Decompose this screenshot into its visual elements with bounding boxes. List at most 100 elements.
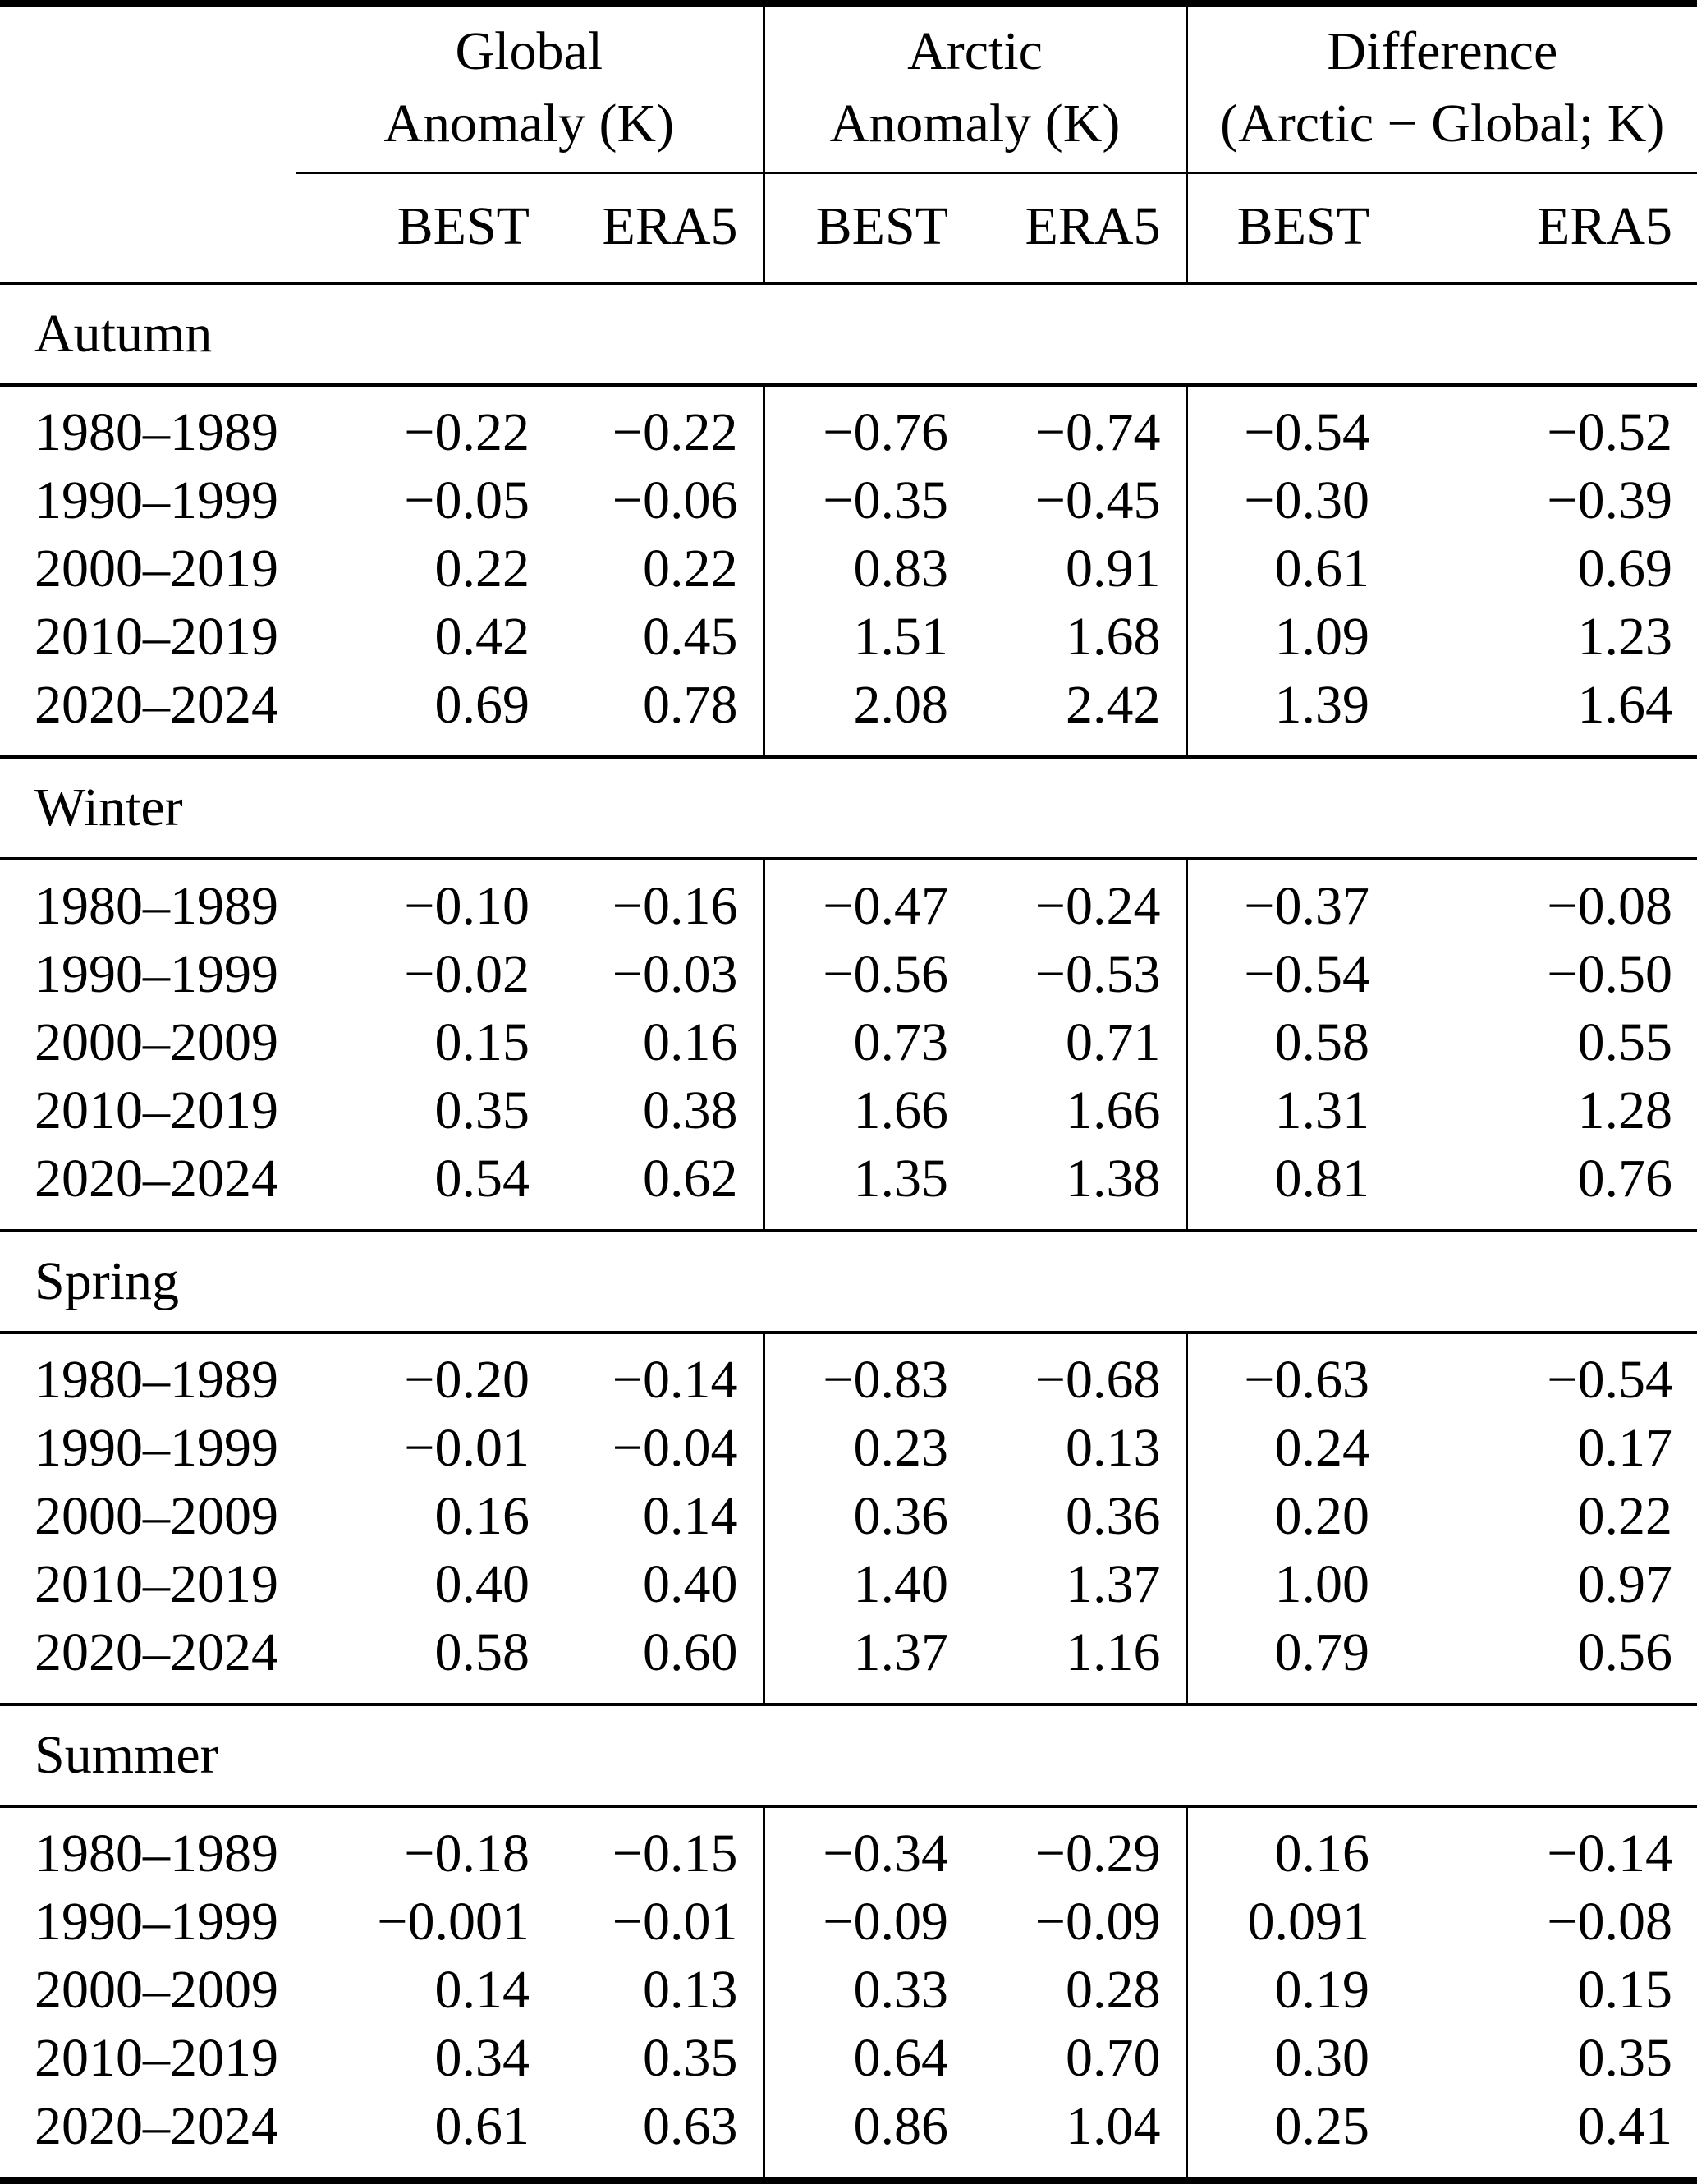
section-label-row: Spring	[0, 1229, 1697, 1334]
value-cell: −0.54	[1185, 940, 1395, 1008]
table-row: 1990–1999 −0.05 −0.06 −0.35 −0.45 −0.30 −0.39	[0, 466, 1697, 535]
value-cell: −0.47	[762, 859, 974, 940]
section-autumn: Autumn 1980–1989 −0.22 −0.22 −0.76 −0.74 −0.54…	[0, 282, 1697, 757]
group-header-arctic-line1: Arctic	[907, 21, 1043, 81]
table-row: 2000–2009 0.16 0.14 0.36 0.36 0.20 0.22	[0, 1482, 1697, 1550]
table-row: 2020–2024 0.58 0.60 1.37 1.16 0.79 0.56	[0, 1618, 1697, 1705]
table-row: 2020–2024 0.54 0.62 1.35 1.38 0.81 0.76	[0, 1145, 1697, 1231]
value-cell: 0.35	[643, 2028, 738, 2088]
value-cell: −0.30	[1185, 466, 1395, 535]
value-cell: 0.83	[762, 535, 974, 603]
column-header-arctic-best: BEST	[762, 172, 974, 285]
value-cell: −0.22	[612, 402, 738, 462]
value-cell: −0.24	[1034, 876, 1161, 936]
value-cell: 0.56	[1577, 1622, 1673, 1682]
value-cell: −0.06	[612, 470, 738, 530]
value-cell: −0.03	[612, 944, 738, 1004]
period-cell: 1990–1999	[34, 470, 278, 530]
column-header-global-best: BEST	[296, 172, 554, 285]
value-cell: 0.70	[1066, 2028, 1161, 2088]
value-cell: 0.15	[434, 1012, 530, 1072]
value-cell: −0.63	[1185, 1333, 1395, 1414]
value-cell: −0.01	[404, 1418, 530, 1478]
group-header-arctic-line2: Anomaly (K)	[829, 94, 1121, 154]
value-cell: 0.38	[643, 1081, 738, 1140]
value-cell: 0.13	[1066, 1418, 1161, 1478]
value-cell: 1.23	[1577, 607, 1673, 667]
value-cell: −0.01	[612, 1892, 738, 1952]
period-cell: 1980–1989	[34, 1350, 278, 1410]
group-header-arctic: Arctic Anomaly (K)	[762, 3, 1187, 174]
value-cell: −0.76	[762, 385, 974, 466]
value-cell: 0.33	[762, 1956, 974, 2024]
value-cell: 0.91	[1066, 539, 1161, 599]
value-cell: 0.22	[1577, 1486, 1673, 1546]
table-row: 1980–1989 −0.22 −0.22 −0.76 −0.74 −0.54 −0.52	[0, 385, 1697, 466]
section-title: Spring	[0, 1229, 1697, 1334]
value-cell: 2.08	[762, 671, 974, 757]
section-winter: Winter 1980–1989 −0.10 −0.16 −0.47 −0.24 −0.37…	[0, 755, 1697, 1231]
table-row: 1980–1989 −0.18 −0.15 −0.34 −0.29 0.16 −0.14	[0, 1806, 1697, 1888]
value-cell: 0.40	[434, 1554, 530, 1614]
value-cell: 0.76	[1577, 1149, 1673, 1209]
group-header-global-line2: Anomaly (K)	[383, 94, 675, 154]
value-cell: 1.00	[1185, 1550, 1395, 1618]
value-cell: 0.42	[434, 607, 530, 667]
value-cell: 0.16	[434, 1486, 530, 1546]
value-cell: 0.73	[762, 1008, 974, 1076]
value-cell: −0.20	[404, 1350, 530, 1410]
period-cell: 1990–1999	[34, 1892, 278, 1952]
group-header-difference-line1: Difference	[1327, 21, 1558, 81]
value-cell: −0.56	[762, 940, 974, 1008]
value-cell: 0.22	[434, 539, 530, 599]
value-cell: 0.69	[434, 675, 530, 735]
corner-cell	[0, 4, 296, 173]
value-cell: 0.13	[643, 1960, 738, 2020]
value-cell: −0.54	[1547, 1350, 1673, 1410]
value-cell: 0.40	[643, 1554, 738, 1614]
value-cell: 0.36	[762, 1482, 974, 1550]
section-title: Winter	[0, 755, 1697, 860]
period-cell: 1980–1989	[34, 876, 278, 936]
column-header-difference-era5: ERA5	[1394, 172, 1697, 285]
section-label-row: Autumn	[0, 282, 1697, 387]
period-cell: 2000–2019	[34, 539, 278, 599]
value-cell: −0.52	[1547, 402, 1673, 462]
value-cell: −0.14	[1547, 1824, 1673, 1883]
period-cell: 2000–2009	[34, 1012, 278, 1072]
value-cell: 0.81	[1185, 1145, 1395, 1231]
period-cell: 1990–1999	[34, 1418, 278, 1478]
table-row: 2000–2009 0.14 0.13 0.33 0.28 0.19 0.15	[0, 1956, 1697, 2024]
value-cell: −0.22	[404, 402, 530, 462]
value-cell: 0.28	[1066, 1960, 1161, 2020]
table-row: 2020–2024 0.69 0.78 2.08 2.42 1.39 1.64	[0, 671, 1697, 757]
table-row: 1990–1999 −0.001 −0.01 −0.09 −0.09 0.091 −0.08	[0, 1888, 1697, 1956]
table-row: 2000–2019 0.22 0.22 0.83 0.91 0.61 0.69	[0, 535, 1697, 603]
value-cell: 1.38	[1066, 1149, 1161, 1209]
value-cell: 1.37	[1066, 1554, 1161, 1614]
value-cell: 0.25	[1185, 2092, 1395, 2181]
table-row: 1980–1989 −0.10 −0.16 −0.47 −0.24 −0.37 −0.08	[0, 859, 1697, 940]
period-cell: 2020–2024	[34, 1149, 278, 1209]
value-cell: 0.14	[643, 1486, 738, 1546]
section-spring: Spring 1980–1989 −0.20 −0.14 −0.83 −0.68 −0.63…	[0, 1229, 1697, 1705]
value-cell: 0.61	[1185, 535, 1395, 603]
period-cell: 1990–1999	[34, 944, 278, 1004]
value-cell: 1.51	[762, 603, 974, 671]
period-cell: 2000–2009	[34, 1486, 278, 1546]
value-cell: 1.64	[1577, 675, 1673, 735]
value-cell: 1.04	[1066, 2096, 1161, 2156]
table-row: 1980–1989 −0.20 −0.14 −0.83 −0.68 −0.63 −0.54	[0, 1333, 1697, 1414]
value-cell: −0.83	[762, 1333, 974, 1414]
value-cell: 2.42	[1066, 675, 1161, 735]
value-cell: 0.34	[434, 2028, 530, 2088]
value-cell: 0.41	[1577, 2096, 1673, 2156]
table-row: 2010–2019 0.35 0.38 1.66 1.66 1.31 1.28	[0, 1076, 1697, 1145]
value-cell: 0.78	[643, 675, 738, 735]
value-cell: 0.63	[643, 2096, 738, 2156]
value-cell: 0.22	[643, 539, 738, 599]
value-cell: −0.09	[1034, 1892, 1161, 1952]
value-cell: −0.04	[612, 1418, 738, 1478]
value-cell: 1.28	[1577, 1081, 1673, 1140]
